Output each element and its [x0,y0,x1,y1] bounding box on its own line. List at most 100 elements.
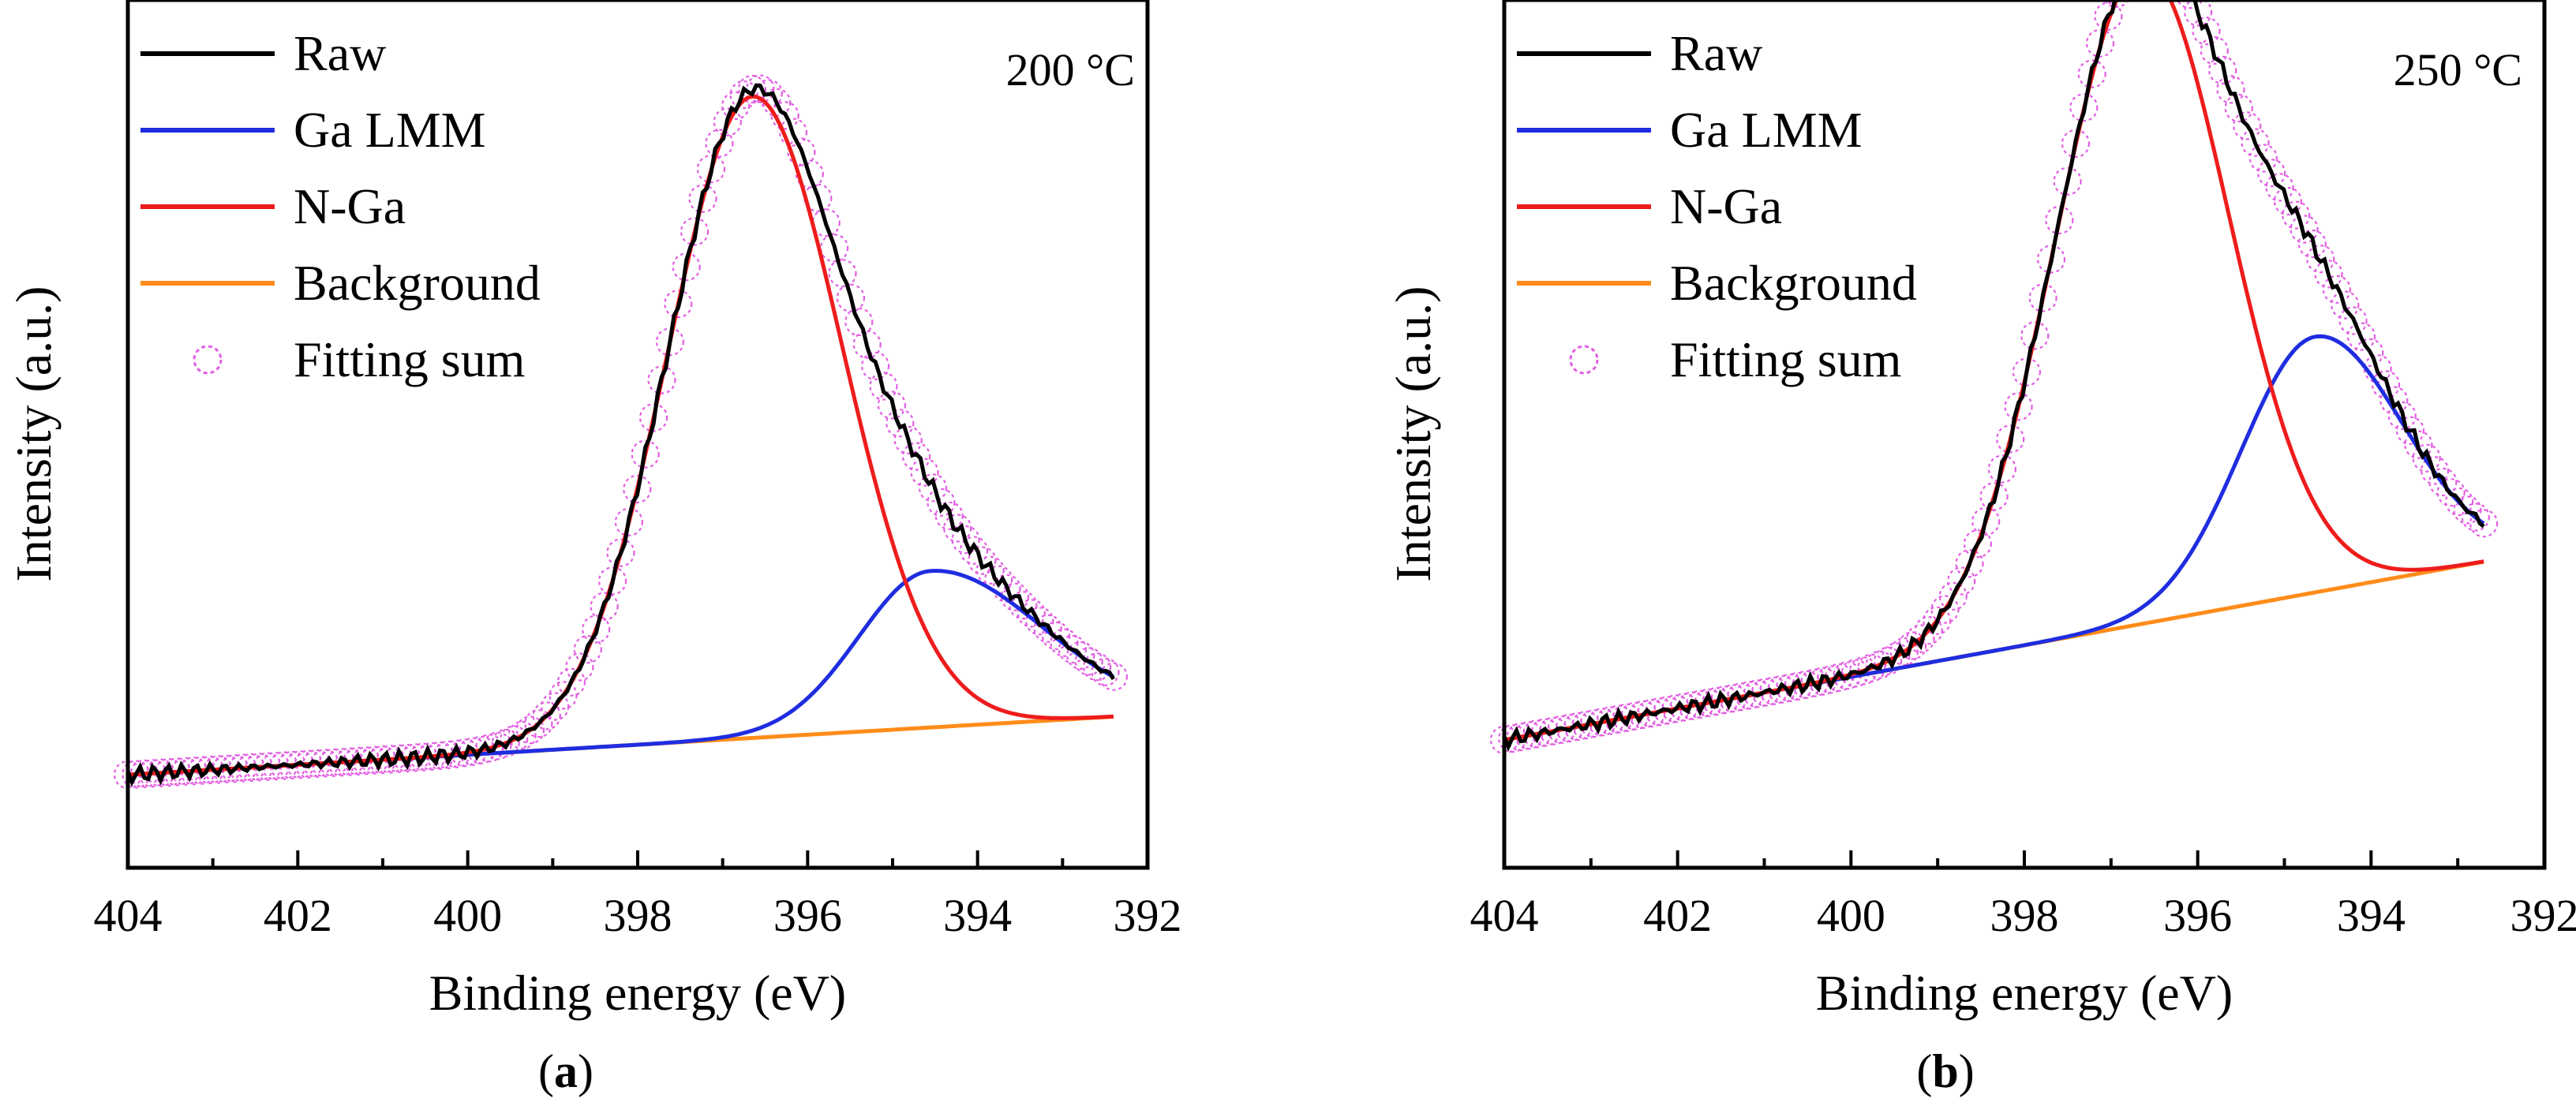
panel-b-fitting-sum-point [1914,615,1943,645]
panel-a-fitting-sum-point [975,555,1005,585]
panel-a-fitting-sum-point [606,538,635,567]
panel-b-fitting-sum-point [1874,646,1903,676]
panel-b-fitting-sum-point [2306,245,2335,274]
panel-b-fitting-sum-point [1653,696,1682,725]
panel-b-fitting-sum-point [2469,509,2499,538]
panel-b-fitting-sum-point [2265,173,2294,202]
panel-a-fitting-sum-point [638,403,668,432]
panel-b-x-axis-title: Binding energy (eV) [1816,965,2233,1021]
panel-b-legend-ga-lmm: Ga LMM [1670,102,1863,158]
panel-a-fitting-sum-point [910,458,939,487]
panel-a-fitting-sum-point [532,701,561,730]
panel-b-fitting-sum-point [2445,487,2474,517]
panel-b-fitting-sum-point [2314,260,2343,289]
panel-b-fitting-sum-point [2257,159,2286,188]
panel-a-fitting-sum-point [458,737,488,766]
panel-b-tick-label-404: 404 [1470,890,1539,941]
panel-b-tick-label-392: 392 [2510,890,2576,941]
panel-b-series-raw [1502,0,2485,752]
panel-a-fitting-sum-point [524,709,553,738]
panel-b-legend: Raw Ga LMM N-Ga Background Fitting sum [1517,25,1917,387]
panel-b-fitting-sum-point [1979,482,2009,511]
panel-b-fitting-sum-point [2184,0,2213,27]
panel-b-y-axis-title: Intensity (a.u.) [1385,286,1441,582]
panel-b-fitting-sum-point [1514,721,1544,750]
panel-a-fitting-sum-point [1017,599,1046,628]
panel-a-fitting-sum-point [1074,647,1103,676]
panel-b-fitting-sum-point [2077,59,2106,88]
panel-a-fitting-sum-point [491,728,520,758]
panel-b-fitting-sum-point [1857,653,1886,682]
panel-a-fitting-sum-point [541,692,570,721]
panel-b-fitting-sum-point [2346,322,2376,351]
panel-a-fitting-sum-point [852,330,882,359]
panel-a-fitting-sum-point [795,159,824,189]
panel-a-fitting-sum-point [713,107,742,136]
panel-b-fitting-sum-point [1930,595,1960,624]
panel-b-plot-area [1489,0,2499,755]
panel-a-legend-n-ga: N-Ga [294,178,406,234]
panel-b-fitting-sum-point [2028,283,2057,312]
panel-a-fitting-sum-point [943,514,972,543]
panel-a-fitting-sum-point [1025,607,1054,636]
panel-b-fitting-sum-point [2322,275,2351,304]
panel-b-fitting-sum-point [2331,290,2360,319]
panel-a-fitting-sum-point [573,634,602,664]
panel-b-fitting-sum-point [2094,2,2123,31]
panel-b-fitting-sum-point [2045,205,2074,235]
panel-a: 404 402 400 398 396 394 392 Raw Ga LMM N-Ga Ba… [6,0,1182,1097]
panel-b-fitting-sum-point [2379,386,2409,415]
panel-a-fitting-sum-point [729,80,758,110]
panel-b-fitting-sum-point [1604,704,1633,734]
panel-b-fitting-sum-point [2421,456,2450,485]
panel-b-fitting-sum-point [2192,17,2221,46]
panel-b-fitting-sum-point [1547,715,1576,744]
panel-b-fitting-sum-point [2069,93,2099,122]
panel-b-fitting-sum-point [1971,506,2001,536]
panel-a-x-tick-labels: 404 402 400 398 396 394 392 [94,890,1182,941]
panel-b-fitting-sum-point [1923,606,1952,635]
panel-a-legend-raw: Raw [294,25,386,81]
panel-a-fitting-sum-point [959,536,989,565]
panel-a-fitting-sum-point [828,259,857,288]
panel-a-tick-label-398: 398 [604,890,672,941]
panel-a-fitting-sum-point [507,720,537,750]
panel-a-tick-label-400: 400 [433,890,502,941]
panel-b-tick-label-398: 398 [1990,890,2059,941]
panel-b-fitting-sum-point [1996,424,2025,454]
panel-a-fitting-sum-point [582,615,611,644]
panel-b-legend-background: Background [1670,255,1917,311]
panel-b-fitting-sum-point [1784,671,1813,701]
panel-b-fitting-sum-point [2004,392,2033,421]
panel-b-legend-swatch-fitting-sum [1569,345,1599,375]
panel-b-fitting-sum-point [2233,111,2262,140]
panel-a-legend-swatch-fitting-sum [193,345,223,375]
panel-b-fitting-sum-point [2282,200,2311,230]
panel-b-legend-raw: Raw [1670,25,1762,81]
panel-a-fitting-sum-point [918,473,948,503]
panel-b-temperature-label: 250 °C [2394,44,2522,95]
panel-b-fitting-sum-point [2436,478,2466,507]
panel-b-fitting-sum-point [1694,688,1723,718]
panel-b-fitting-sum-point [1637,698,1666,728]
panel-a-fitting-sum-point [597,566,627,596]
panel-b-fitting-sum-point [2200,35,2229,65]
panel-b-fitting-sum-point [1955,549,1984,578]
panel-b-fitting-sum-point [1898,631,1927,660]
panel-b-fitting-sum-point [2012,357,2041,387]
panel-a-fitting-sum-point [483,731,512,760]
panel-a-fitting-sum-point [631,439,660,469]
panel-b-series-fitting-sum [1489,0,2499,755]
panel-a-series-n-ga [127,94,1114,777]
panel-a-fitting-sum-point [721,91,751,120]
panel-b-fitting-sum-point [2020,321,2050,350]
panel-a-fitting-sum-point [836,283,866,312]
panel-b-tick-label-400: 400 [1817,890,1885,941]
panel-b-fitting-sum-point [1726,682,1755,712]
panel-b-fitting-sum-point [1620,701,1649,730]
panel-b-x-ticks [1503,850,2546,868]
panel-a-fitting-sum-point [803,183,833,212]
panel-b-fitting-sum-point [2248,144,2278,173]
panel-a-fitting-sum-point [680,217,710,246]
